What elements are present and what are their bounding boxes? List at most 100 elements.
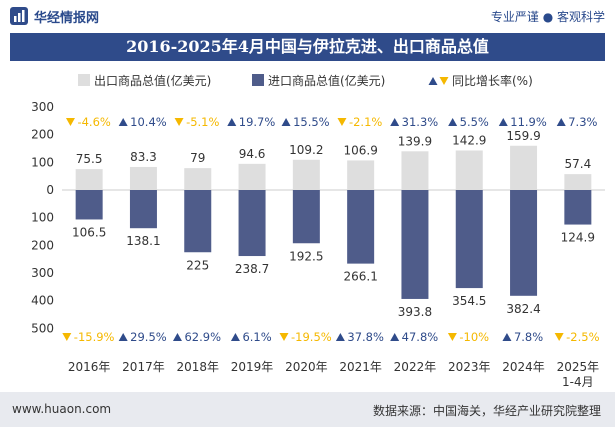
import-growth-triangle	[118, 333, 128, 341]
x-tick-label: 2017年	[122, 360, 165, 374]
export-value-label: 57.4	[564, 157, 591, 171]
export-value-label: 94.6	[239, 147, 266, 161]
export-value-label: 83.3	[130, 150, 157, 164]
export-value-label: 79	[190, 151, 205, 165]
export-value-label: 142.9	[452, 133, 486, 147]
import-bar	[238, 190, 266, 257]
export-growth-label: 10.4%	[130, 115, 167, 129]
brand-name: 华经情报网	[34, 10, 100, 26]
y-tick-label: 300	[31, 266, 54, 280]
x-tick-label: 2025年	[557, 360, 600, 374]
export-bar	[292, 159, 320, 190]
import-growth-triangle	[279, 333, 289, 341]
export-growth-label: -5.1%	[186, 115, 219, 129]
import-growth-label: 47.8%	[402, 330, 439, 344]
export-value-label: 159.9	[506, 129, 540, 143]
x-tick-label: 2024年	[502, 360, 545, 374]
export-growth-label: 7.3%	[568, 115, 597, 129]
export-growth-triangle	[337, 118, 347, 126]
x-tick-label: 2023年	[448, 360, 491, 374]
import-value-label: 354.5	[452, 294, 486, 308]
import-value-label: 382.4	[506, 302, 540, 316]
x-tick-label: 2021年	[339, 360, 382, 374]
tagline: 专业严谨 ● 客观科学	[490, 10, 605, 24]
bars	[75, 145, 592, 299]
legend-import-label: 进口商品总值(亿美元)	[268, 73, 385, 88]
import-growth-label: -19.5%	[291, 330, 332, 344]
export-value-label: 109.2	[289, 143, 323, 157]
export-growth-label: -4.6%	[77, 115, 110, 129]
export-growth-label: 31.3%	[402, 115, 439, 129]
import-bar	[564, 190, 592, 225]
export-bar	[129, 166, 157, 190]
export-bar	[564, 174, 592, 190]
export-growth-triangle	[281, 118, 291, 126]
huajing-logo-icon	[10, 7, 28, 25]
export-bar	[184, 168, 212, 190]
y-tick-label: 200	[31, 238, 54, 252]
import-growth-label: -15.9%	[74, 330, 115, 344]
top-bar: 华经情报网 专业严谨 ● 客观科学	[0, 0, 615, 32]
import-growth-triangle	[230, 333, 240, 341]
import-growth-label: 29.5%	[130, 330, 167, 344]
import-growth-triangle	[62, 333, 72, 341]
x-tick-label: 2019年	[231, 360, 274, 374]
import-growth-label: 7.8%	[514, 330, 543, 344]
import-bar	[129, 190, 157, 229]
export-bar	[75, 169, 103, 190]
y-tick-label: 300	[31, 100, 54, 114]
legend-down-triangle	[439, 77, 449, 85]
growth-labels: -4.6% -15.9% 10.4% 29.5% -5.1% 62.9% 19.7% 6.1%…	[62, 115, 600, 344]
export-value-label: 75.5	[76, 152, 103, 166]
export-bar	[401, 151, 429, 190]
export-growth-label: 15.5%	[293, 115, 330, 129]
import-bar	[184, 190, 212, 253]
export-value-label: 106.9	[343, 143, 377, 157]
export-bar	[510, 145, 538, 190]
export-growth-triangle	[390, 118, 400, 126]
export-growth-triangle	[556, 118, 566, 126]
y-tick-label: 100	[31, 211, 54, 225]
legend: 出口商品总值(亿美元) 进口商品总值(亿美元) 同比增长率(%)	[78, 73, 533, 88]
y-tick-label: 400	[31, 294, 54, 308]
import-value-label: 192.5	[289, 249, 323, 263]
export-growth-label: 19.7%	[239, 115, 276, 129]
export-growth-triangle	[227, 118, 237, 126]
x-tick-label: 2020年	[285, 360, 328, 374]
import-growth-triangle	[172, 333, 182, 341]
y-tick-label: 0	[46, 183, 54, 197]
import-bar	[347, 190, 375, 264]
export-growth-triangle	[65, 118, 75, 126]
x-tick-label: 2016年	[68, 360, 111, 374]
brand[interactable]: 华经情报网	[10, 7, 100, 26]
export-growth-label: -2.1%	[349, 115, 382, 129]
x-tick-label: 1-4月	[562, 375, 594, 389]
import-growth-triangle	[447, 333, 457, 341]
export-growth-label: 5.5%	[460, 115, 489, 129]
export-growth-triangle	[498, 118, 508, 126]
import-bar	[455, 190, 483, 289]
title-bar: 2016-2025年4月中国与伊拉克进、出口商品总值	[10, 33, 605, 61]
legend-export-swatch	[78, 74, 90, 86]
import-growth-triangle	[502, 333, 512, 341]
export-bar	[238, 163, 266, 190]
import-value-label: 266.1	[343, 270, 377, 284]
import-value-label: 106.5	[72, 225, 106, 239]
import-bar	[75, 190, 103, 220]
export-growth-triangle	[448, 118, 458, 126]
import-growth-label: -10%	[459, 330, 489, 344]
legend-up-triangle	[428, 77, 438, 85]
export-growth-triangle	[118, 118, 128, 126]
footer-url[interactable]: www.huaon.com	[12, 402, 112, 416]
import-value-label: 225	[186, 258, 209, 272]
y-tick-label: 200	[31, 128, 54, 142]
import-bar	[292, 190, 320, 244]
import-growth-triangle	[554, 333, 564, 341]
import-growth-label: 62.9%	[184, 330, 221, 344]
footer-source: 数据来源：中国海关，华经产业研究院整理	[372, 404, 601, 418]
legend-growth-label: 同比增长率(%)	[452, 73, 533, 88]
export-bar	[347, 160, 375, 190]
import-growth-label: 6.1%	[242, 330, 271, 344]
x-axis: 2016年 2017年 2018年 2019年 2020年 2021年 2022年 2023年…	[68, 360, 599, 389]
